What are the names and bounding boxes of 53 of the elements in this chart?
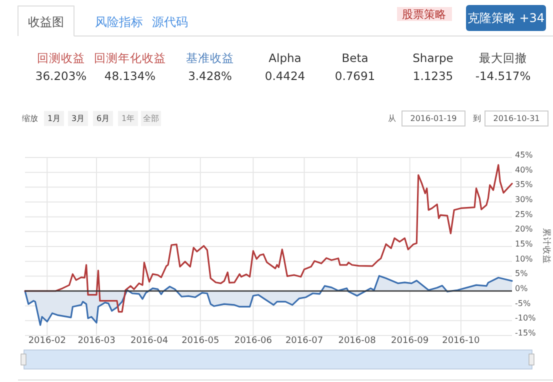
- y-tick-label: 20%: [515, 224, 534, 234]
- text: 源代码: [152, 15, 188, 29]
- x-tick-label: 2016-04: [130, 336, 168, 346]
- text: 6月: [96, 114, 110, 122]
- text: 最大回撤: [479, 51, 527, 65]
- text: 3月: [71, 114, 85, 122]
- text: Alpha: [268, 51, 302, 65]
- text: 到: [473, 114, 481, 122]
- text: 收益图: [28, 15, 64, 29]
- text: 从: [388, 114, 396, 122]
- text: 48.134%: [104, 69, 156, 83]
- text: Beta: [342, 51, 368, 65]
- x-tick-label: 2016-03: [78, 336, 116, 346]
- text: 3.428%: [188, 69, 232, 83]
- text: 2016-01-19: [410, 114, 457, 122]
- text: 基准收益: [186, 51, 234, 65]
- text: 回测年化收益: [94, 51, 166, 65]
- y-tick-label: 30%: [515, 194, 534, 204]
- text: 0.4424: [264, 69, 306, 83]
- x-tick-label: 2016-08: [338, 336, 376, 346]
- y-tick-label: -15%: [515, 328, 536, 337]
- y-tick-label: 5%: [515, 268, 528, 278]
- x-tick-label: 2016-07: [285, 336, 324, 346]
- text: 36.203%: [35, 69, 87, 83]
- y-tick-label: -5%: [515, 298, 531, 308]
- y-tick-label: 0%: [515, 284, 528, 292]
- text: 2016-10-31: [493, 114, 540, 122]
- y-tick-label: -10%: [515, 313, 536, 322]
- x-tick-label: 2016-09: [391, 336, 429, 346]
- text: -14.517%: [475, 69, 531, 83]
- text: 0.7691: [334, 69, 376, 83]
- y-tick-label: 25%: [515, 209, 534, 218]
- y-axis-title: 累计收益: [541, 228, 552, 264]
- y-tick-label: 15%: [515, 239, 534, 248]
- text: 1.1235: [412, 69, 454, 83]
- y-tick-label: 10%: [515, 254, 534, 263]
- text: 风险指标: [95, 15, 143, 29]
- text: 克隆策略 +34: [467, 11, 545, 25]
- line-series: [24, 164, 513, 313]
- x-tick-label: 2016-05: [182, 336, 220, 346]
- y-tick-label: 45%: [515, 150, 534, 159]
- text: 1月: [47, 114, 61, 122]
- x-tick-label: 2016-02: [28, 336, 66, 346]
- text: Sharpe: [412, 51, 454, 65]
- text: 回测收益: [37, 51, 85, 65]
- text: 全部: [143, 114, 159, 122]
- y-tick-label: 35%: [515, 180, 534, 189]
- text: 股票策略: [402, 8, 446, 20]
- text: 1年: [121, 114, 135, 122]
- text: 缩放: [22, 114, 38, 122]
- y-tick-label: 40%: [515, 164, 534, 174]
- x-tick-label: 2016-06: [234, 336, 272, 346]
- x-tick-label: 2016-10: [442, 336, 480, 346]
